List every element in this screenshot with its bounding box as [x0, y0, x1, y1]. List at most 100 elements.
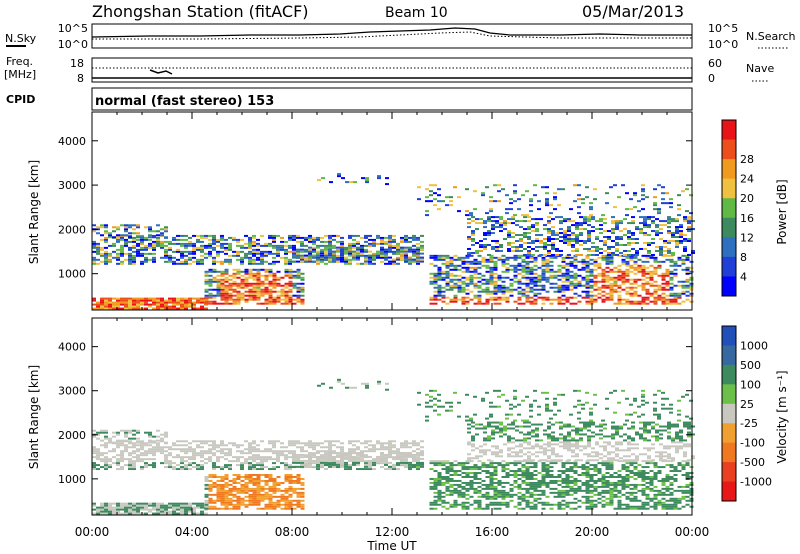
velocity-cell [569, 475, 574, 478]
velocity-cell [316, 442, 320, 445]
velocity-cell [553, 503, 558, 506]
velocity-cell [236, 505, 241, 508]
velocity-cell [336, 454, 340, 457]
power-cell [535, 228, 539, 231]
velocity-cell [196, 468, 200, 471]
power-cell [513, 266, 518, 269]
power-cell [365, 181, 369, 184]
power-cell [268, 250, 272, 253]
power-cell [589, 272, 594, 275]
power-cell [555, 247, 559, 250]
power-cell [364, 240, 368, 243]
power-cell [641, 282, 646, 285]
power-cell [453, 298, 458, 301]
power-cell [312, 238, 316, 241]
velocity-cell [517, 501, 522, 504]
power-cell [276, 296, 281, 299]
velocity-cell [537, 489, 542, 492]
velocity-cell [216, 444, 220, 447]
power-cell [643, 247, 647, 250]
velocity-cell [252, 464, 256, 467]
power-cell [649, 274, 654, 277]
velocity-cell [200, 440, 204, 443]
velocity-cell [384, 459, 388, 462]
velocity-cell [408, 463, 412, 466]
power-cell [683, 218, 687, 221]
power-cell [465, 256, 470, 259]
velocity-cell [276, 487, 281, 490]
velocity-cell [132, 466, 136, 469]
velocity-cell [92, 456, 96, 459]
velocity-cell [296, 440, 300, 443]
power-cell [645, 256, 650, 259]
velocity-cell [152, 506, 156, 509]
power-cell [328, 246, 332, 249]
velocity-cell [344, 457, 348, 460]
power-cell [376, 252, 380, 255]
noise-left-tick-top: 10^5 [58, 22, 88, 35]
power-cell [140, 262, 144, 265]
power-cell [140, 252, 144, 255]
power-cell [100, 238, 104, 241]
velocity-cell [308, 440, 312, 443]
power-cell [244, 298, 249, 301]
power-cell [336, 234, 340, 237]
power-cell [425, 196, 429, 199]
power-cell [543, 247, 547, 250]
power-colorbar-segment [722, 237, 736, 258]
power-cell [168, 242, 172, 245]
power-cell [160, 299, 164, 302]
velocity-cell [392, 458, 396, 461]
power-cell [477, 284, 482, 287]
velocity-cell [513, 470, 518, 473]
velocity-cell [188, 442, 192, 445]
power-cell [505, 194, 509, 197]
power-cell [619, 238, 623, 241]
power-cell [611, 251, 615, 254]
velocity-cell [228, 493, 233, 496]
velocity-cell [244, 460, 248, 463]
velocity-cell [184, 448, 188, 451]
velocity-cell [348, 453, 352, 456]
velocity-cell [533, 499, 538, 502]
power-cell [477, 286, 482, 289]
power-cell [212, 280, 217, 283]
power-cell [477, 266, 482, 269]
power-cell [587, 236, 591, 239]
power-cell [244, 294, 249, 297]
velocity-cell [368, 450, 372, 453]
power-cell [232, 300, 237, 303]
power-cell [563, 230, 567, 233]
power-cell [284, 290, 289, 293]
power-cell [629, 292, 634, 295]
power-cell [204, 270, 209, 273]
power-cell [288, 244, 292, 247]
power-cell [497, 276, 502, 279]
velocity-cell [581, 495, 586, 498]
power-cell [220, 238, 224, 241]
power-cell [491, 224, 495, 227]
power-cell [671, 240, 675, 243]
power-cell [449, 300, 454, 303]
power-cell [256, 276, 261, 279]
velocity-cell [172, 466, 176, 469]
power-cell [152, 307, 156, 310]
power-cell [639, 232, 643, 235]
power-cell [491, 228, 495, 231]
power-cell [547, 236, 551, 239]
power-cell [465, 214, 469, 217]
velocity-cell [324, 455, 328, 458]
power-cell [132, 303, 136, 306]
power-cell [457, 264, 462, 267]
power-cell [469, 278, 474, 281]
power-cell [144, 248, 148, 251]
velocity-cell [128, 508, 132, 511]
power-cell [160, 244, 164, 247]
velocity-cell [244, 452, 248, 455]
velocity-cell [557, 495, 562, 498]
power-cell [408, 262, 412, 265]
velocity-cell [521, 470, 526, 473]
power-cell [100, 224, 104, 227]
power-cell [571, 245, 575, 248]
power-cell [296, 274, 301, 277]
